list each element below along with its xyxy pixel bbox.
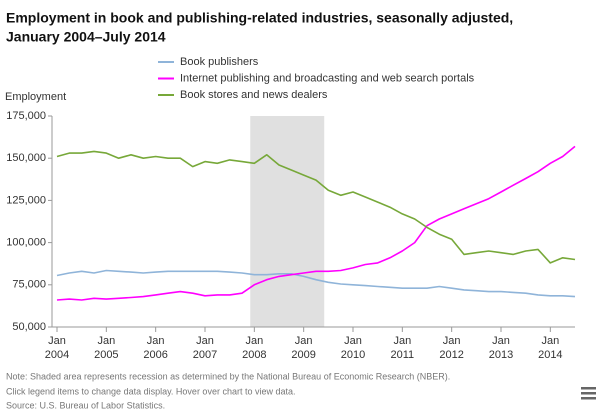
legend-item[interactable]: Book stores and news dealers [158, 89, 328, 101]
y-axis-label: Employment [5, 91, 66, 103]
x-tick-label: 2011 [391, 349, 415, 361]
x-tick-month: Jan [196, 335, 214, 347]
x-tick-month: Jan [443, 335, 461, 347]
x-tick-label: 2006 [143, 349, 167, 361]
x-tick-month: Jan [97, 335, 115, 347]
x-tick-label: 2014 [538, 349, 562, 361]
series-line [56, 150, 576, 264]
legend-item[interactable]: Book publishers [158, 56, 259, 68]
x-tick-month: Jan [344, 335, 362, 347]
x-tick-label: 2010 [341, 349, 365, 361]
note: Note: Shaded area represents recession a… [6, 371, 450, 381]
menu-bar [581, 387, 596, 390]
x-tick-month: Jan [541, 335, 559, 347]
x-tick-label: 2013 [489, 349, 513, 361]
chart-title: Employment in book and publishing-relate… [6, 10, 513, 26]
x-tick-month: Jan [393, 335, 411, 347]
x-tick-label: 2007 [193, 349, 217, 361]
menu-button[interactable] [580, 385, 598, 401]
note: Click legend items to change data displa… [6, 386, 295, 396]
y-tick-label: 125,000 [6, 194, 46, 206]
legend-label: Internet publishing and broadcasting and… [180, 72, 475, 84]
y-tick-label: 100,000 [6, 237, 46, 249]
menu-bar [581, 392, 596, 395]
legend-item[interactable]: Internet publishing and broadcasting and… [158, 72, 475, 84]
series-line [56, 269, 576, 298]
series-line [56, 145, 576, 301]
y-tick-label: 175,000 [6, 110, 46, 122]
x-tick-label: 2012 [439, 349, 463, 361]
y-tick-label: 75,000 [12, 279, 46, 291]
menu-bar [581, 397, 596, 400]
x-tick-label: 2008 [242, 349, 266, 361]
x-tick-month: Jan [48, 335, 66, 347]
x-tick-month: Jan [147, 335, 165, 347]
x-tick-label: 2004 [45, 349, 69, 361]
legend-label: Book stores and news dealers [180, 89, 328, 101]
note: Source: U.S. Bureau of Labor Statistics. [6, 400, 165, 410]
x-tick-label: 2005 [94, 349, 118, 361]
legend-label: Book publishers [180, 56, 259, 68]
y-tick-label: 50,000 [12, 321, 46, 333]
x-tick-month: Jan [492, 335, 510, 347]
y-tick-label: 150,000 [6, 152, 46, 164]
x-tick-month: Jan [245, 335, 263, 347]
x-tick-month: Jan [295, 335, 313, 347]
x-tick-label: 2009 [291, 349, 315, 361]
chart-subtitle: January 2004–July 2014 [6, 29, 166, 45]
recession-shade [250, 116, 325, 327]
